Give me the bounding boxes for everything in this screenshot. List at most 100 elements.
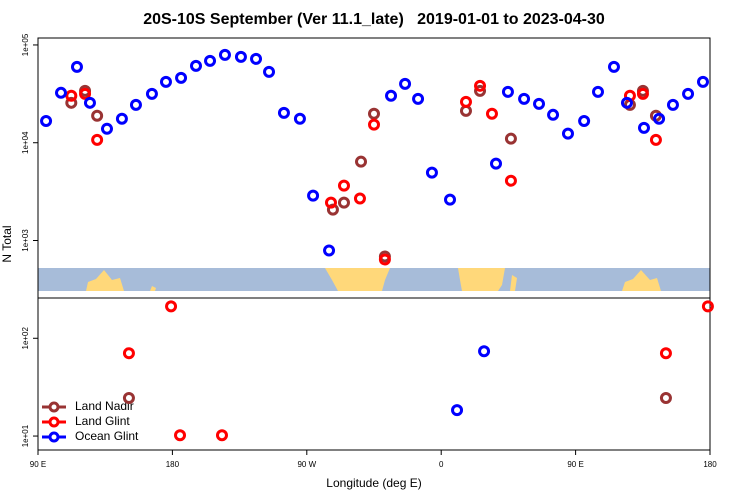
point xyxy=(636,87,649,100)
point xyxy=(165,300,178,313)
point xyxy=(65,89,78,102)
point xyxy=(653,112,666,125)
point xyxy=(277,106,290,119)
legend-marker xyxy=(48,416,60,428)
point xyxy=(504,174,517,187)
map-strip xyxy=(38,268,710,299)
legend-label: Land Nadir xyxy=(75,399,134,413)
legend-label: Ocean Glint xyxy=(75,429,139,443)
point xyxy=(122,392,135,405)
point xyxy=(547,108,560,121)
map-land xyxy=(510,275,517,291)
x-axis-label: Longitude (deg E) xyxy=(326,476,421,490)
point xyxy=(79,87,92,100)
point xyxy=(368,107,380,120)
point xyxy=(518,92,531,105)
x-tick-label: 90 E xyxy=(567,460,583,469)
y-tick-label: 1e+04 xyxy=(21,131,30,154)
point xyxy=(659,347,672,360)
point xyxy=(129,98,142,111)
point xyxy=(592,85,604,98)
point xyxy=(115,112,128,125)
chart-title: 20S-10S September (Ver 11.1_late) 2019-0… xyxy=(143,11,605,28)
point xyxy=(378,253,391,266)
point xyxy=(490,157,503,170)
point xyxy=(324,196,337,209)
point xyxy=(189,59,202,72)
point xyxy=(533,97,546,110)
x-tick-label: 90 E xyxy=(30,460,46,469)
point xyxy=(122,347,135,360)
legend-label: Land Glint xyxy=(75,414,130,428)
point xyxy=(412,92,425,105)
point xyxy=(323,244,336,257)
y-tick-label: 1e+03 xyxy=(21,229,30,252)
point xyxy=(659,392,672,405)
point xyxy=(478,345,491,358)
x-tick-label: 180 xyxy=(703,460,717,469)
point xyxy=(326,203,339,216)
point xyxy=(682,87,695,100)
point xyxy=(234,50,247,63)
point xyxy=(368,118,380,131)
point xyxy=(578,114,591,127)
y-tick-label: 1e+05 xyxy=(21,33,30,56)
point xyxy=(250,52,263,65)
y-tick-label: 1e+02 xyxy=(21,326,30,349)
point xyxy=(307,189,320,202)
point xyxy=(620,96,633,109)
point xyxy=(701,300,714,313)
point xyxy=(637,121,650,134)
point xyxy=(218,48,231,61)
point xyxy=(215,429,228,442)
plot-frame xyxy=(37,37,711,451)
point xyxy=(65,96,78,109)
point xyxy=(54,86,67,99)
point xyxy=(385,89,398,102)
point xyxy=(293,112,306,125)
map-land xyxy=(325,268,390,291)
point xyxy=(355,155,368,168)
point xyxy=(337,196,350,209)
x-tick-label: 180 xyxy=(166,460,180,469)
point xyxy=(607,60,620,73)
point xyxy=(337,179,350,192)
map-land xyxy=(86,270,124,291)
x-tick-label: 0 xyxy=(439,460,444,469)
point xyxy=(91,133,104,146)
map-land xyxy=(150,286,156,291)
y-axis-label: N Total xyxy=(0,225,14,262)
point xyxy=(451,404,464,417)
point xyxy=(40,114,53,127)
point xyxy=(204,54,217,67)
point xyxy=(353,192,366,205)
point xyxy=(459,95,472,108)
point xyxy=(145,87,158,100)
point xyxy=(175,71,188,84)
y-tick-label: 1e+01 xyxy=(21,424,30,447)
point xyxy=(159,75,172,88)
point xyxy=(561,127,574,140)
point xyxy=(174,429,187,442)
map-land xyxy=(458,268,505,291)
point xyxy=(485,107,498,120)
point xyxy=(666,98,679,111)
point xyxy=(696,75,709,88)
point xyxy=(444,193,457,206)
point xyxy=(399,77,412,90)
point xyxy=(649,133,662,146)
point xyxy=(504,132,517,145)
point xyxy=(91,109,104,122)
point xyxy=(70,60,83,73)
point xyxy=(263,65,276,78)
point xyxy=(474,79,487,92)
legend-marker xyxy=(48,431,60,443)
point xyxy=(501,85,514,98)
map-land xyxy=(622,270,661,291)
point xyxy=(83,96,96,109)
point xyxy=(100,122,113,135)
point xyxy=(474,84,487,97)
legend-marker xyxy=(48,401,60,413)
